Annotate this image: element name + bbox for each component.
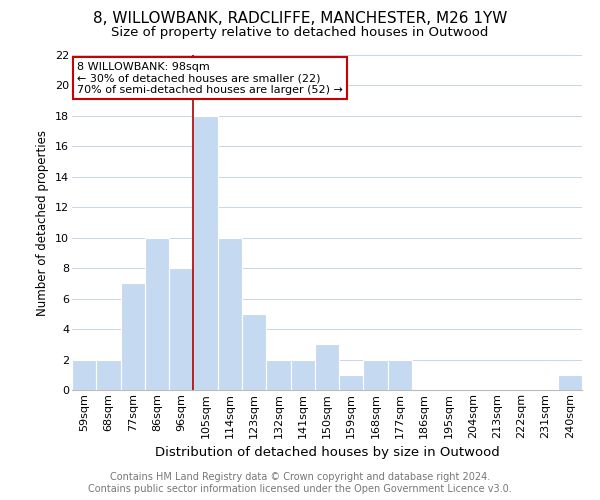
Bar: [266, 360, 290, 390]
Text: 8, WILLOWBANK, RADCLIFFE, MANCHESTER, M26 1YW: 8, WILLOWBANK, RADCLIFFE, MANCHESTER, M2…: [93, 11, 507, 26]
Y-axis label: Number of detached properties: Number of detached properties: [37, 130, 49, 316]
Bar: [315, 344, 339, 390]
Bar: [339, 375, 364, 390]
Text: 8 WILLOWBANK: 98sqm
← 30% of detached houses are smaller (22)
70% of semi-detach: 8 WILLOWBANK: 98sqm ← 30% of detached ho…: [77, 62, 343, 95]
Bar: [290, 360, 315, 390]
X-axis label: Distribution of detached houses by size in Outwood: Distribution of detached houses by size …: [155, 446, 499, 459]
Bar: [558, 375, 582, 390]
Text: Contains HM Land Registry data © Crown copyright and database right 2024.
Contai: Contains HM Land Registry data © Crown c…: [88, 472, 512, 494]
Bar: [364, 360, 388, 390]
Text: Size of property relative to detached houses in Outwood: Size of property relative to detached ho…: [112, 26, 488, 39]
Bar: [242, 314, 266, 390]
Bar: [169, 268, 193, 390]
Bar: [388, 360, 412, 390]
Bar: [96, 360, 121, 390]
Bar: [145, 238, 169, 390]
Bar: [121, 284, 145, 390]
Bar: [218, 238, 242, 390]
Bar: [193, 116, 218, 390]
Bar: [72, 360, 96, 390]
